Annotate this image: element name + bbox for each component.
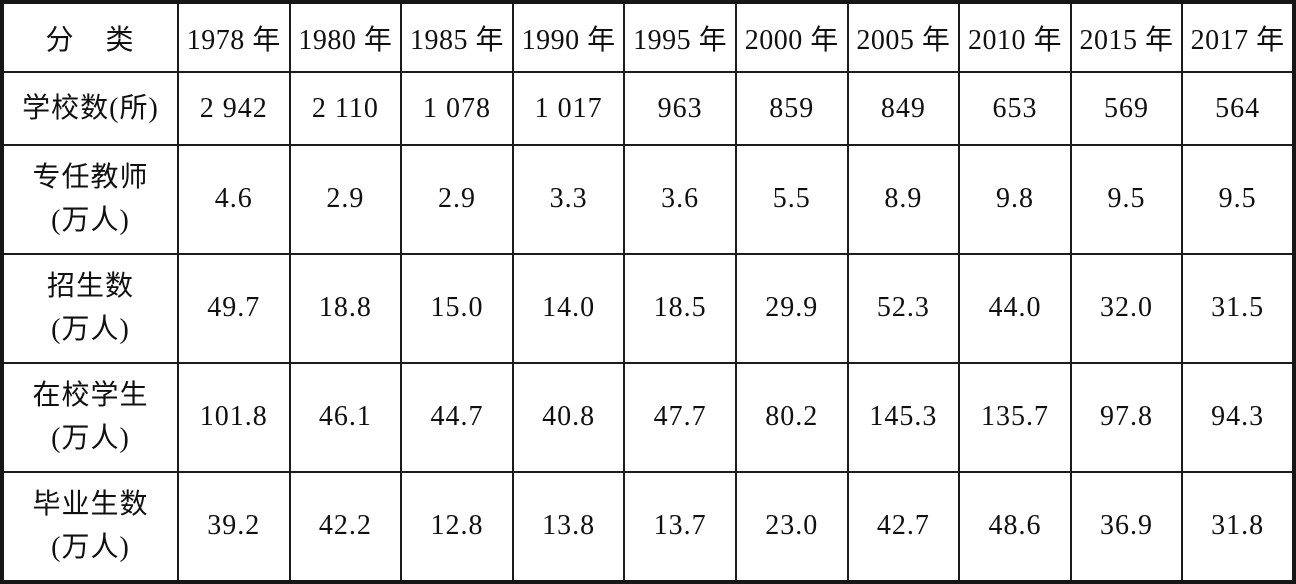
data-row: 招生数 (万人) 49.7 18.8 15.0 14.0 18.5 29.9 52.3 44.0 3… [1, 252, 1295, 364]
value-cell: 31.8 [1181, 470, 1295, 584]
year-header-cell: 1985 年 [400, 1, 514, 73]
value-cell: 2 942 [177, 71, 291, 146]
row-label-cell: 毕业生数 (万人) [1, 470, 179, 584]
value-cell: 653 [958, 71, 1072, 146]
value-cell: 9.5 [1181, 144, 1295, 255]
row-label-line: (万人) [51, 205, 130, 237]
value-cell: 13.7 [623, 470, 737, 584]
data-row: 在校学生 (万人) 101.8 46.1 44.7 40.8 47.7 80.2 145.3 13… [1, 361, 1295, 473]
row-label-line: 招生数 [46, 271, 134, 303]
year-header-cell: 1978 年 [177, 1, 291, 73]
value-cell: 5.5 [734, 144, 849, 255]
year-header-cell: 1990 年 [511, 1, 626, 73]
value-cell: 2 110 [288, 71, 403, 146]
row-label-line: 在校学生 [32, 379, 149, 411]
value-cell: 97.8 [1069, 361, 1184, 473]
row-label-line: (万人) [51, 423, 130, 455]
value-cell: 18.5 [623, 252, 737, 364]
value-cell: 859 [734, 71, 849, 146]
row-label-line: (万人) [51, 532, 130, 564]
value-cell: 135.7 [958, 361, 1072, 473]
year-header-cell: 1980 年 [288, 1, 403, 73]
data-row: 学校数(所) 2 942 2 110 1 078 1 017 963 859 849 653 56… [1, 71, 1295, 146]
value-cell: 1 078 [400, 71, 514, 146]
year-header-cell: 1995 年 [623, 1, 737, 73]
value-cell: 42.2 [288, 470, 403, 584]
value-cell: 23.0 [734, 470, 849, 584]
value-cell: 42.7 [846, 470, 961, 584]
value-cell: 44.0 [958, 252, 1072, 364]
value-cell: 47.7 [623, 361, 737, 473]
category-header-cell: 分 类 [1, 1, 179, 73]
year-header-cell: 2015 年 [1069, 1, 1184, 73]
row-label-cell: 招生数 (万人) [1, 252, 179, 364]
value-cell: 46.1 [288, 361, 403, 473]
value-cell: 4.6 [177, 144, 291, 255]
value-cell: 1 017 [511, 71, 626, 146]
value-cell: 15.0 [400, 252, 514, 364]
value-cell: 44.7 [400, 361, 514, 473]
value-cell: 48.6 [958, 470, 1072, 584]
value-cell: 13.8 [511, 470, 626, 584]
value-cell: 8.9 [846, 144, 961, 255]
value-cell: 18.8 [288, 252, 403, 364]
value-cell: 52.3 [846, 252, 961, 364]
value-cell: 12.8 [400, 470, 514, 584]
value-cell: 849 [846, 71, 961, 146]
value-cell: 29.9 [734, 252, 849, 364]
value-cell: 963 [623, 71, 737, 146]
data-row: 毕业生数 (万人) 39.2 42.2 12.8 13.8 13.7 23.0 42.7 48.6… [1, 470, 1295, 584]
value-cell: 9.5 [1069, 144, 1184, 255]
value-cell: 40.8 [511, 361, 626, 473]
value-cell: 101.8 [177, 361, 291, 473]
value-cell: 145.3 [846, 361, 961, 473]
value-cell: 32.0 [1069, 252, 1184, 364]
row-label-line: 毕业生数 [32, 489, 149, 521]
year-header-cell: 2005 年 [846, 1, 961, 73]
row-label-cell: 专任教师 (万人) [1, 144, 179, 255]
value-cell: 80.2 [734, 361, 849, 473]
table-body: 学校数(所) 2 942 2 110 1 078 1 017 963 859 849 653 56… [1, 71, 1295, 584]
value-cell: 31.5 [1181, 252, 1295, 364]
value-cell: 49.7 [177, 252, 291, 364]
value-cell: 36.9 [1069, 470, 1184, 584]
row-label-cell: 在校学生 (万人) [1, 361, 179, 473]
row-label-line: (万人) [51, 314, 130, 346]
value-cell: 39.2 [177, 470, 291, 584]
value-cell: 94.3 [1181, 361, 1295, 473]
value-cell: 569 [1069, 71, 1184, 146]
row-label-cell: 学校数(所) [1, 71, 179, 146]
value-cell: 3.6 [623, 144, 737, 255]
year-header-cell: 2010 年 [958, 1, 1072, 73]
row-label-line: 专任教师 [32, 162, 149, 194]
value-cell: 9.8 [958, 144, 1072, 255]
value-cell: 3.3 [511, 144, 626, 255]
value-cell: 564 [1181, 71, 1295, 146]
row-label-line: 学校数(所) [22, 92, 159, 124]
value-cell: 2.9 [288, 144, 403, 255]
value-cell: 14.0 [511, 252, 626, 364]
year-header-cell: 2017 年 [1181, 1, 1295, 73]
value-cell: 2.9 [400, 144, 514, 255]
year-header-cell: 2000 年 [734, 1, 849, 73]
data-row: 专任教师 (万人) 4.6 2.9 2.9 3.3 3.6 5.5 8.9 9.8 9.5 9.5 [1, 144, 1295, 255]
